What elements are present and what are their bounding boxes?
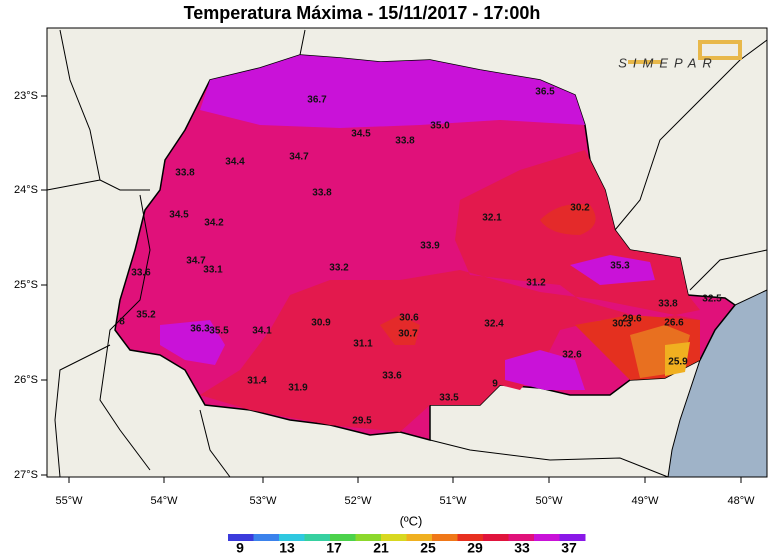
- colorbar-swatch: [253, 534, 280, 541]
- station-value: 35.0: [430, 121, 450, 132]
- title: Temperatura Máxima - 15/11/2017 - 17:00h: [184, 3, 541, 23]
- station-value: 30.9: [311, 318, 331, 329]
- station-value: 30.2: [570, 203, 590, 214]
- station-value: 33.6: [131, 268, 151, 279]
- station-value: 30.7: [398, 329, 418, 340]
- colorbar-swatch: [559, 534, 586, 541]
- logo-mark: [628, 40, 742, 64]
- region-yellow: [665, 342, 690, 376]
- lon-label: 55°W: [55, 495, 83, 507]
- station-value: 29.5: [352, 416, 372, 427]
- station-value: 36.3: [190, 324, 210, 335]
- lat-label: 26°S: [14, 374, 38, 386]
- lon-label: 50°W: [535, 495, 563, 507]
- station-value: 36.7: [307, 95, 327, 106]
- station-value: 33.6: [382, 371, 402, 382]
- station-value: 34.5: [169, 210, 189, 221]
- station-value: 33.8: [175, 168, 195, 179]
- station-value: 32.6: [562, 350, 582, 361]
- station-value: 36.5: [535, 87, 555, 98]
- station-value: 34.4: [225, 157, 245, 168]
- colorbar-label: 17: [326, 540, 342, 556]
- station-value: 30.6: [399, 313, 419, 324]
- station-value: 31.9: [288, 383, 308, 394]
- region-purple-2: [160, 255, 655, 390]
- station-value: 29.6: [622, 314, 642, 325]
- colorbar-label: 25: [420, 540, 436, 556]
- station-value: 25.9: [668, 357, 688, 368]
- station-value: 35.2: [136, 310, 156, 321]
- lon-label: 52°W: [344, 495, 372, 507]
- lon-label: 51°W: [439, 495, 467, 507]
- colorbar-swatch: [457, 534, 484, 541]
- colorbar-label: 9: [236, 540, 244, 556]
- borders: [46, 29, 768, 478]
- station-value: 34.5: [351, 129, 371, 140]
- colorbar-label: 13: [279, 540, 295, 556]
- colorbar-label: 37: [561, 540, 577, 556]
- region-purple: [200, 55, 585, 128]
- station-value: 35.5: [209, 326, 229, 337]
- station-value: 33.9: [420, 241, 440, 252]
- lon-label: 54°W: [150, 495, 178, 507]
- colorbar-swatch: [483, 534, 509, 541]
- colorbar-unit: (ºC): [400, 513, 423, 528]
- colorbar-label: 33: [514, 540, 530, 556]
- lon-label: 48°W: [727, 495, 755, 507]
- station-value: 33.1: [203, 265, 223, 276]
- lat-label: 27°S: [14, 469, 38, 481]
- lon-label: 49°W: [631, 495, 659, 507]
- colorbar-swatch: [330, 534, 356, 541]
- region-warm: [380, 204, 596, 345]
- layer: 55°W 54°W 53°W 52°W 51°W 50°W 49°W 48°W 23°S 24°S…: [14, 87, 755, 556]
- lat-label: 24°S: [14, 184, 38, 196]
- station-value: 32.5: [702, 294, 722, 305]
- station-value: 32.4: [484, 319, 504, 330]
- lat-label: 23°S: [14, 90, 38, 102]
- colorbar-swatch: [355, 534, 382, 541]
- station-value: 33.2: [329, 263, 349, 274]
- station-value: 31.2: [526, 278, 546, 289]
- station-value: 34.7: [186, 256, 206, 267]
- lat-label: 25°S: [14, 279, 38, 291]
- station-value: 33.8: [312, 188, 332, 199]
- colorbar-swatch: [508, 534, 535, 541]
- station-value: 32.1: [482, 213, 502, 224]
- station-value: 31.4: [247, 376, 267, 387]
- station-value: 26.6: [664, 318, 684, 329]
- colorbar-label: 29: [467, 540, 483, 556]
- colorbar-swatch: [381, 534, 407, 541]
- colorbar-swatch: [279, 534, 305, 541]
- station-value: 33.8: [395, 136, 415, 147]
- lon-label: 53°W: [249, 495, 277, 507]
- station-value: 33.8: [658, 299, 678, 310]
- colorbar-swatch: [228, 534, 254, 541]
- station-value: 31.1: [353, 339, 373, 350]
- colorbar-swatch: [304, 534, 331, 541]
- colorbar-swatch: [534, 534, 560, 541]
- logo-text: SIMEPAR: [618, 55, 718, 70]
- station-value: 33.5: [439, 393, 459, 404]
- station-value: 35.3: [610, 261, 630, 272]
- colorbar-label: 21: [373, 540, 389, 556]
- station-value: 8: [119, 317, 125, 328]
- station-value: 34.2: [204, 218, 224, 229]
- station-value: 30.3: [612, 319, 632, 330]
- colorbar-swatch: [406, 534, 433, 541]
- station-value: 34.1: [252, 326, 272, 337]
- station-value: 34.7: [289, 152, 309, 163]
- station-value: 9: [492, 379, 498, 390]
- colorbar-swatch: [432, 534, 458, 541]
